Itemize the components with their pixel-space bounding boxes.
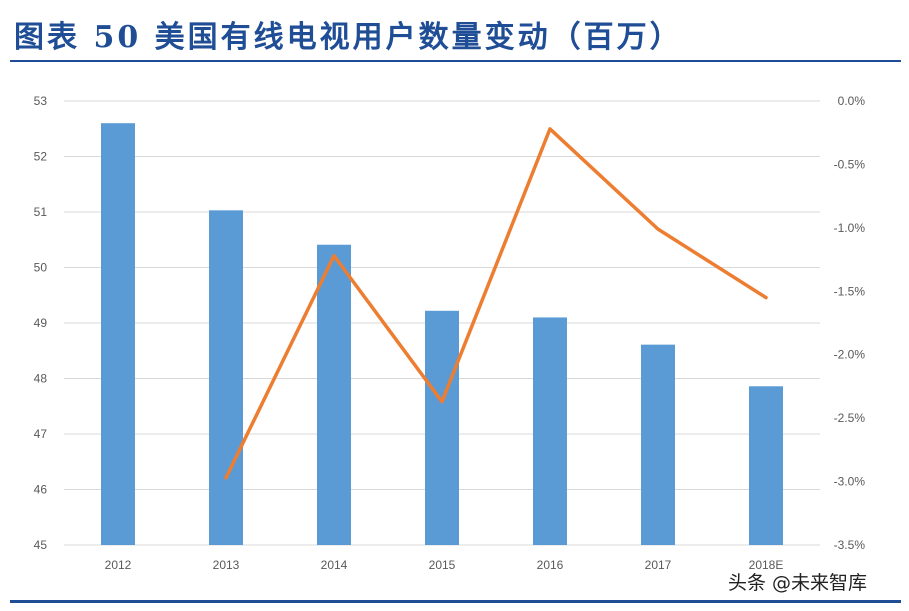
y-left-tick-label: 51 [34,205,48,219]
y-right-tick-label: -0.5% [834,157,866,171]
y-right-tick-label: 0.0% [838,94,866,108]
left-axis: 45 46 47 48 49 50 51 52 53 [34,94,48,552]
line-point [224,476,228,480]
footer-divider [10,600,901,603]
y-left-tick-label: 48 [34,372,48,386]
bar [209,210,243,545]
line-point [332,254,336,258]
y-right-tick-label: -3.5% [834,538,866,552]
line-point [440,400,444,404]
right-axis: 0.0% -0.5% -1.0% -1.5% -2.0% -2.5% -3.0% -3.5% [834,94,866,552]
watermark: 头条 @未来智库 [728,572,868,594]
y-left-tick-label: 45 [34,538,48,552]
y-right-tick-label: -3.0% [834,475,866,489]
grid-layer [64,100,820,546]
y-right-tick-label: -2.0% [834,348,866,362]
y-right-tick-label: -2.5% [834,411,866,425]
bar [749,386,783,545]
x-tick-label: 2016 [537,558,564,572]
y-left-tick-label: 52 [34,150,48,164]
bar [101,123,135,545]
y-left-tick-label: 47 [34,427,48,441]
y-right-tick-label: -1.5% [834,284,866,298]
figure-title: 图表 50 美国有线电视用户数量变动（百万） [14,20,683,55]
line-point [656,227,660,231]
y-left-tick-label: 46 [34,483,48,497]
y-left-tick-label: 53 [34,94,48,108]
line-layer [224,127,768,480]
y-right-tick-label: -1.0% [834,221,866,235]
y-left-tick-label: 50 [34,261,48,275]
bar [317,244,351,545]
bar [425,310,459,545]
line-point [764,296,768,300]
x-tick-label: 2014 [321,558,348,572]
x-tick-label: 2015 [429,558,456,572]
title-divider [10,60,901,62]
line-point [548,127,552,131]
line-series [224,127,768,480]
x-tick-label: 2017 [645,558,672,572]
bar [641,344,675,545]
x-tick-label: 2018E [749,558,784,572]
y-left-tick-label: 49 [34,316,48,330]
x-tick-label: 2013 [213,558,240,572]
bar-layer [101,123,783,545]
bar [533,317,567,545]
x-axis: 2012 2013 2014 2015 2016 2017 2018E [105,558,784,572]
x-tick-label: 2012 [105,558,132,572]
